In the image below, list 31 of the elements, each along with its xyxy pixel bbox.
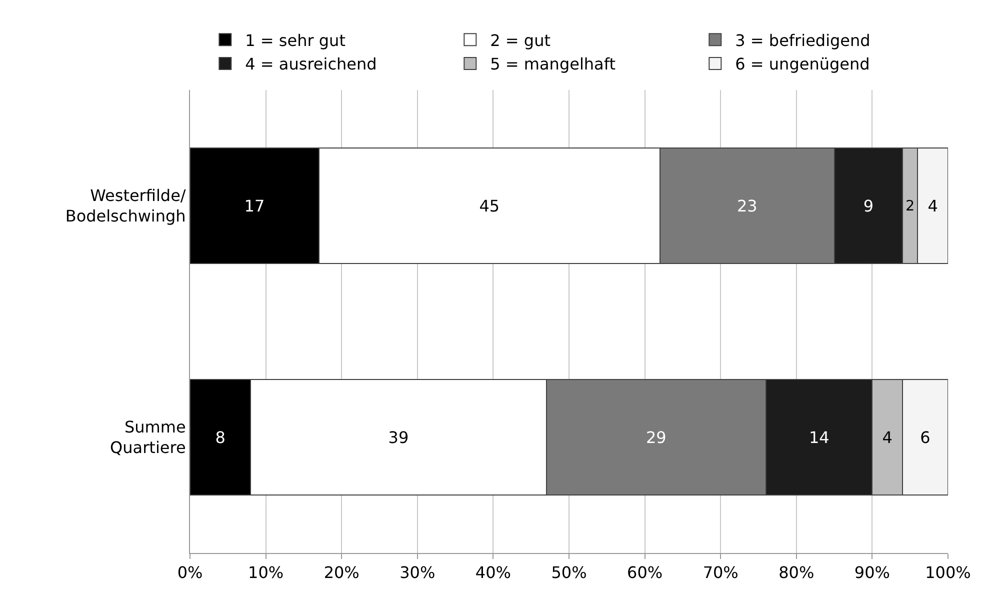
data-label: 2 [906,198,915,215]
x-tick-label: 10% [248,563,284,582]
legend-label: 6 = ungenügend [735,54,870,74]
data-label: 17 [244,196,265,216]
x-tick-label: 70% [702,563,738,582]
data-label: 39 [388,428,409,447]
legend-label: 3 = befriedigend [735,30,870,50]
data-label: 8 [215,428,226,447]
data-label: 4 [928,196,938,216]
x-tick-label: 0% [177,563,203,582]
x-tick-label: 100% [925,563,971,582]
x-tick-label: 60% [627,563,663,582]
data-label: 6 [920,428,930,447]
data-label: 29 [646,428,666,447]
legend-label: 1 = sehr gut [245,30,346,50]
legend-label: 4 = ausreichend [245,54,377,74]
data-label: 4 [882,428,892,447]
legend-label: 5 = mangelhaft [490,54,616,74]
data-label: 23 [736,196,758,216]
x-tick-label: 30% [400,563,436,582]
data-label: 14 [808,428,830,447]
x-tick-label: 50% [551,563,587,582]
legend-label: 2 = gut [490,30,550,50]
y-tick-label: Westerfilde/ Bodelschwingh [65,186,186,226]
x-tick-label: 80% [778,563,814,582]
x-tick-label: 90% [854,563,890,582]
y-tick-label: Summe Quartiere [110,417,186,458]
x-tick-label: 20% [324,563,360,582]
x-tick-label: 40% [475,563,511,582]
data-label: 45 [479,196,500,216]
data-label: 9 [863,196,874,216]
